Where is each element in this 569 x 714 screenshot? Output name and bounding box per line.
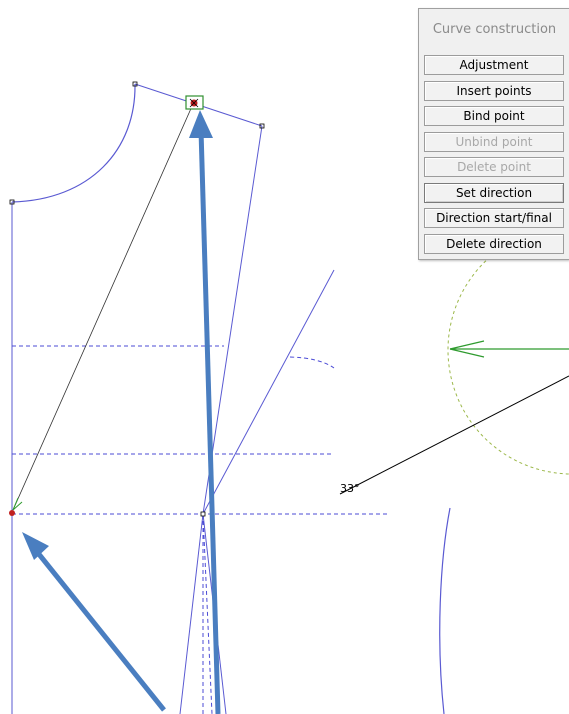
armhole-dashed-curve (289, 356, 335, 369)
construction-line (12, 103, 194, 511)
angle-line (339, 375, 569, 495)
center-front-point[interactable] (9, 510, 15, 516)
set-direction-button[interactable]: Set direction (424, 183, 564, 203)
bind-point-button[interactable]: Bind point (424, 106, 564, 126)
dart-dashed-right (202, 513, 213, 714)
annotation-arrow-up-shaft (198, 129, 221, 714)
annotation-arrow-diag-shaft (32, 546, 166, 712)
direction-dotted-circle (447, 225, 569, 475)
side-dart-line[interactable] (202, 125, 263, 515)
neck-end-point[interactable] (9, 199, 15, 205)
curve-construction-panel: Curve construction Adjustment Insert poi… (418, 8, 569, 260)
angle-label: 33° (340, 482, 360, 495)
side-seam-line[interactable] (202, 269, 335, 515)
selected-point-cross (189, 98, 199, 108)
unbind-point-button[interactable]: Unbind point (424, 132, 564, 152)
sleeve-curve[interactable] (439, 507, 451, 714)
adjustment-button[interactable]: Adjustment (424, 55, 564, 75)
direction-arrow-head (449, 340, 485, 358)
dart-left-leg[interactable] (179, 513, 204, 714)
annotation-arrow-diag-head (22, 532, 49, 560)
direction-arrowhead-small (12, 497, 23, 511)
dart-apex-point[interactable] (200, 511, 206, 517)
shoulder-point[interactable] (132, 81, 138, 87)
delete-point-button[interactable]: Delete point (424, 157, 564, 177)
panel-title: Curve construction (432, 22, 557, 37)
shoulder-end-point[interactable] (259, 123, 265, 129)
neckline-curve[interactable] (11, 83, 136, 203)
annotation-arrow-up-head (189, 110, 213, 138)
delete-direction-button[interactable]: Delete direction (424, 234, 564, 254)
insert-points-button[interactable]: Insert points (424, 81, 564, 101)
direction-start-final-button[interactable]: Direction start/final (424, 208, 564, 228)
